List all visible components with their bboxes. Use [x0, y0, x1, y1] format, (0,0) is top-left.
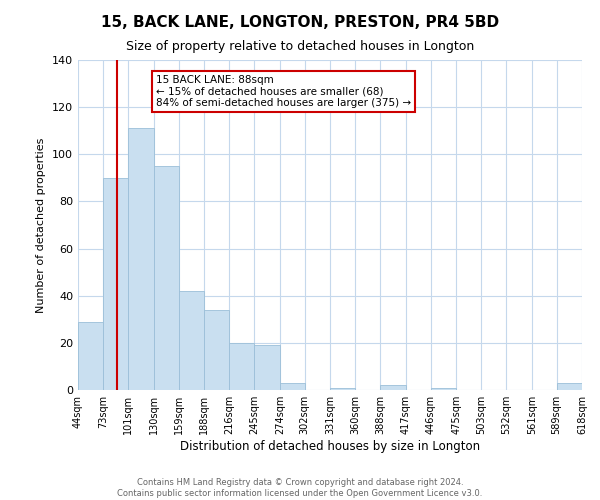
Bar	[103, 178, 128, 390]
Bar	[78, 322, 103, 390]
Text: 15 BACK LANE: 88sqm
← 15% of detached houses are smaller (68)
84% of semi-detach: 15 BACK LANE: 88sqm ← 15% of detached ho…	[156, 75, 411, 108]
Bar	[280, 383, 305, 390]
Y-axis label: Number of detached properties: Number of detached properties	[37, 138, 46, 312]
Bar	[205, 310, 229, 390]
Bar	[557, 383, 582, 390]
Text: 15, BACK LANE, LONGTON, PRESTON, PR4 5BD: 15, BACK LANE, LONGTON, PRESTON, PR4 5BD	[101, 15, 499, 30]
Bar	[154, 166, 179, 390]
Bar	[128, 128, 154, 390]
Bar	[229, 343, 254, 390]
Bar	[179, 291, 205, 390]
Bar	[330, 388, 355, 390]
Bar	[380, 386, 406, 390]
Text: Contains HM Land Registry data © Crown copyright and database right 2024.
Contai: Contains HM Land Registry data © Crown c…	[118, 478, 482, 498]
Bar	[431, 388, 457, 390]
Bar	[254, 345, 280, 390]
X-axis label: Distribution of detached houses by size in Longton: Distribution of detached houses by size …	[180, 440, 480, 453]
Text: Size of property relative to detached houses in Longton: Size of property relative to detached ho…	[126, 40, 474, 53]
